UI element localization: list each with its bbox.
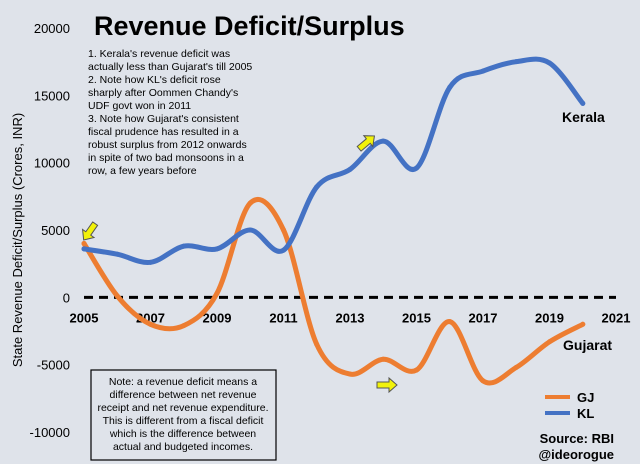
- x-tick-label: 2011: [269, 310, 297, 325]
- definition-line: This is different from a fiscal deficit: [103, 415, 264, 427]
- data-point-gujarat: [281, 227, 286, 233]
- data-point-kerala: [547, 60, 552, 66]
- data-point-kerala: [347, 166, 353, 172]
- data-point-kerala: [281, 247, 286, 253]
- note-line: actually less than Gujarat's till 2005: [88, 61, 252, 73]
- definition-line: receipt and net revenue expenditure.: [97, 402, 268, 414]
- data-point-kerala: [214, 246, 220, 252]
- data-point-gujarat: [547, 339, 552, 345]
- note-line: 3. Note how Gujarat's consistent: [88, 113, 239, 125]
- arrow-annotation-1: [81, 221, 99, 241]
- x-tick-label: 2013: [336, 310, 365, 325]
- definition-line: difference between net revenue: [110, 389, 257, 401]
- series-line-kerala: [81, 56, 586, 265]
- y-tick-label: -10000: [30, 425, 70, 440]
- data-points: [81, 59, 586, 384]
- notes-annotation: 1. Kerala's revenue deficit was actually…: [88, 48, 252, 177]
- note-line: in spite of two bad monsoons in a: [88, 152, 244, 164]
- data-point-gujarat: [414, 367, 419, 373]
- chart-title: Revenue Deficit/Surplus: [94, 11, 405, 41]
- definition-line: actual and budgeted incomes.: [113, 441, 253, 453]
- y-tick-label: 0: [63, 290, 70, 305]
- x-tick-label: 2021: [602, 310, 631, 325]
- x-tick-label: 2005: [70, 310, 99, 325]
- arrow-annotation-2: [356, 135, 376, 152]
- legend-label-kerala: KL: [577, 406, 594, 421]
- kerala-series-label: Kerala: [562, 109, 605, 125]
- gujarat-series-label: Gujarat: [563, 337, 612, 353]
- data-point-kerala: [447, 84, 453, 90]
- x-tick-label: 2019: [535, 310, 564, 325]
- note-line: robust surplus from 2012 onwards: [88, 139, 247, 151]
- data-point-gujarat: [181, 323, 187, 329]
- arrow-icon: [81, 221, 99, 241]
- data-point-gujarat: [114, 293, 120, 299]
- definition-box-frame: [90, 369, 277, 461]
- data-point-gujarat: [148, 321, 153, 327]
- y-tick-labels: 20000 15000 10000 5000 0 -5000 -10000: [30, 21, 70, 440]
- note-line: 2. Note how KL's deficit rose: [88, 74, 221, 86]
- definition-line: Note: a revenue deficit means a: [109, 376, 257, 388]
- data-point-kerala: [314, 184, 320, 190]
- data-point-kerala: [114, 251, 120, 257]
- data-point-kerala: [81, 246, 87, 252]
- y-tick-label: 15000: [34, 88, 70, 103]
- data-point-kerala: [181, 243, 187, 249]
- data-point-kerala: [247, 227, 253, 233]
- x-tick-label: 2017: [469, 310, 498, 325]
- y-tick-label: 10000: [34, 156, 70, 171]
- note-line: row, a few years before: [88, 165, 197, 177]
- source-label: Source: RBI: [540, 431, 614, 446]
- data-point-gujarat: [513, 364, 519, 370]
- arrow-icon: [376, 376, 398, 394]
- arrow-icon: [356, 135, 376, 152]
- data-point-gujarat: [447, 319, 453, 325]
- x-tick-label: 2009: [203, 310, 232, 325]
- series-line-gujarat: [81, 197, 586, 386]
- data-point-kerala: [580, 100, 586, 106]
- data-point-kerala: [513, 59, 519, 65]
- arrow-annotation-3: [376, 376, 398, 394]
- y-axis-label: State Revenue Deficit/Surplus (Crores, I…: [10, 113, 25, 367]
- data-point-kerala: [148, 259, 153, 265]
- note-line: fiscal prudence has resulted in a: [88, 126, 239, 138]
- y-tick-label: -5000: [37, 358, 70, 373]
- data-point-gujarat: [214, 290, 220, 296]
- legend: GJ KL: [545, 390, 594, 421]
- data-point-gujarat: [314, 341, 320, 347]
- data-point-gujarat: [347, 371, 353, 377]
- handle-label: @ideorogue: [538, 447, 614, 462]
- data-point-gujarat: [580, 321, 586, 327]
- y-tick-label: 20000: [34, 21, 70, 36]
- note-line: sharply after Oommen Chandy's: [88, 87, 238, 99]
- note-line: UDF govt won in 2011: [88, 100, 191, 112]
- data-point-gujarat: [247, 200, 253, 206]
- note-line: 1. Kerala's revenue deficit was: [88, 48, 230, 60]
- definition-box: Note: a revenue deficit means a differen…: [90, 369, 277, 461]
- data-point-kerala: [480, 68, 486, 74]
- legend-label-gujarat: GJ: [577, 390, 594, 405]
- y-tick-label: 5000: [41, 223, 70, 238]
- data-point-gujarat: [81, 240, 87, 246]
- data-point-gujarat: [480, 378, 486, 384]
- definition-line: which is the difference between: [109, 428, 256, 440]
- data-point-kerala: [414, 165, 419, 171]
- data-point-gujarat: [380, 356, 386, 362]
- x-tick-label: 2015: [402, 310, 431, 325]
- data-point-kerala: [380, 138, 386, 144]
